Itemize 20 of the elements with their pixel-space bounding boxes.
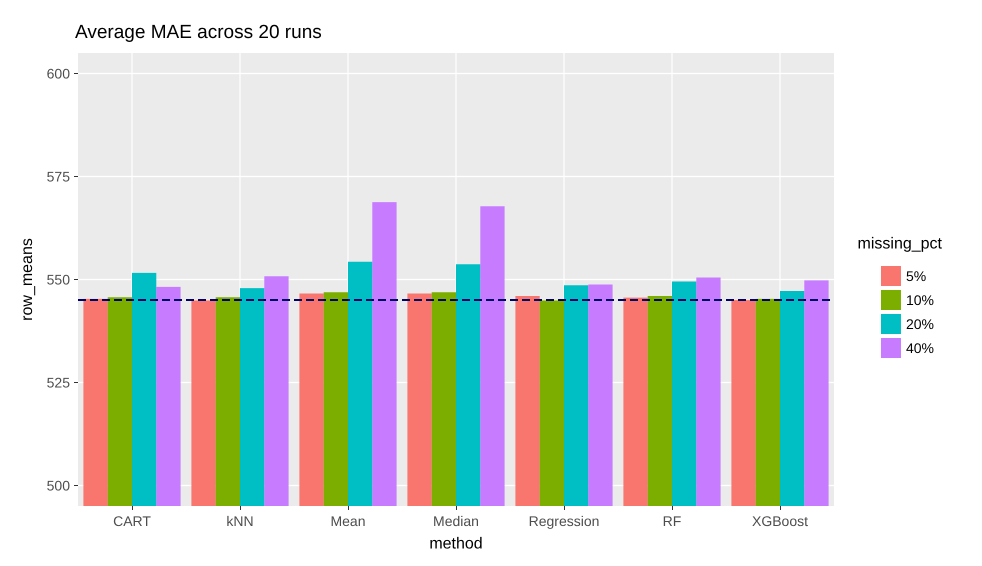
y-tick-label: 525 xyxy=(46,374,70,390)
y-tick-label: 500 xyxy=(46,477,70,494)
y-axis-title: row_means xyxy=(19,238,36,321)
x-tick-label: Mean xyxy=(330,513,366,529)
y-tick-label: 575 xyxy=(46,168,70,185)
x-tick-label: CART xyxy=(113,513,152,529)
x-tick-label: RF xyxy=(662,513,682,529)
legend-title: missing_pct xyxy=(858,236,943,252)
legend-label: 20% xyxy=(906,316,934,332)
chart-title: Average MAE across 20 runs xyxy=(75,22,322,43)
legend-label: 10% xyxy=(906,292,934,308)
x-axis-title: method xyxy=(429,536,483,552)
legend-label: 5% xyxy=(906,268,926,284)
y-tick-label: 600 xyxy=(46,66,70,82)
x-tick-label: kNN xyxy=(226,513,254,529)
x-tick-label: XGBoost xyxy=(752,513,808,529)
y-tick-label: 550 xyxy=(46,272,70,288)
legend-label: 40% xyxy=(906,340,934,356)
x-tick-label: Regression xyxy=(528,513,600,529)
x-tick-label: Median xyxy=(433,513,479,529)
